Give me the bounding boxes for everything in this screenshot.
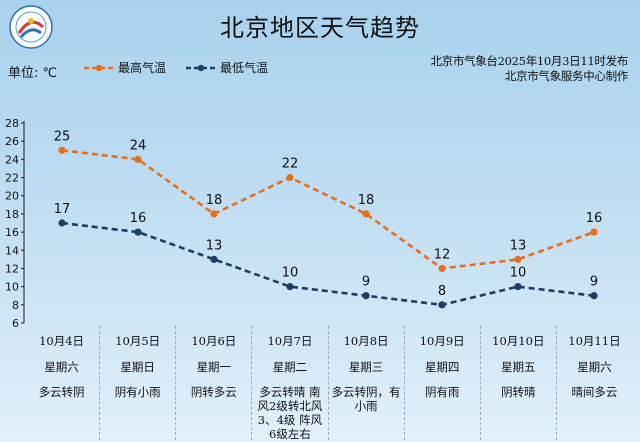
data-label: 18 bbox=[358, 193, 375, 208]
legend-item-high: 最高气温 bbox=[84, 59, 166, 76]
data-label: 17 bbox=[54, 202, 71, 217]
x-tick-label: 10月9日 bbox=[419, 334, 465, 348]
legend-item-low: 最低气温 bbox=[186, 59, 268, 76]
data-point bbox=[590, 228, 598, 236]
unit-label: 单位: ℃ bbox=[8, 66, 58, 81]
forecast-column: 10月7日星期二多云转晴 南风2级转北风3、4级 阵风6级左右 bbox=[252, 326, 329, 441]
forecast-column: 10月9日星期四阴有雨 bbox=[405, 326, 481, 440]
data-label: 12 bbox=[434, 247, 451, 262]
y-tick-label: 12 bbox=[5, 262, 19, 275]
data-label: 25 bbox=[54, 129, 71, 144]
weather-description: 阴有雨 bbox=[424, 385, 460, 399]
weekday-label: 星期二 bbox=[272, 360, 308, 374]
legend: 最高气温 最低气温 bbox=[84, 59, 268, 76]
forecast-column: 10月11日 星期六晴间多云 bbox=[557, 326, 632, 440]
data-label: 8 bbox=[438, 284, 446, 299]
issuer-line-2: 北京市气象服务中心制作 bbox=[504, 69, 629, 83]
weather-description: 阴转多云 bbox=[190, 385, 237, 399]
weather-description: 多云转阴 bbox=[38, 385, 85, 399]
weekday-label: 星期五 bbox=[501, 360, 536, 374]
y-tick-label: 18 bbox=[5, 208, 19, 221]
weather-description: 多云转阴，有小雨 bbox=[331, 385, 401, 413]
data-label: 10 bbox=[282, 266, 299, 281]
data-label: 10 bbox=[510, 266, 527, 281]
data-point bbox=[58, 146, 66, 154]
weekday-label: 星期一 bbox=[196, 360, 232, 374]
legend-label-high: 最高气温 bbox=[118, 61, 167, 75]
page-title: 北京地区天气趋势 bbox=[220, 14, 420, 42]
legend-label-low: 最低气温 bbox=[220, 61, 269, 75]
data-point bbox=[362, 210, 370, 218]
y-tick-label: 6 bbox=[12, 317, 19, 330]
forecast-column: 10月4日星期六多云转阴 bbox=[24, 326, 101, 440]
weather-description: 阴有小雨 bbox=[114, 385, 161, 399]
weekday-label: 星期三 bbox=[348, 360, 384, 374]
data-point bbox=[58, 219, 66, 227]
y-tick-label: 26 bbox=[5, 135, 19, 148]
data-label: 22 bbox=[282, 157, 299, 172]
x-tick-label: 10月8日 bbox=[343, 334, 389, 348]
data-point bbox=[134, 228, 142, 236]
x-tick-label: 10月7日 bbox=[267, 334, 313, 348]
data-point bbox=[362, 292, 370, 300]
forecast-column: 10月8日星期三多云转阴，有小雨 bbox=[329, 326, 405, 440]
y-tick-label: 14 bbox=[5, 244, 19, 257]
legend-swatch-low bbox=[186, 64, 217, 71]
cma-logo bbox=[9, 5, 53, 49]
y-tick-label: 8 bbox=[12, 299, 19, 312]
weekday-label: 星期日 bbox=[120, 360, 155, 374]
legend-swatch-high bbox=[84, 64, 114, 71]
data-point bbox=[514, 283, 522, 291]
weekday-label: 星期六 bbox=[577, 360, 612, 374]
data-point bbox=[286, 173, 294, 182]
series-line-high bbox=[61, 148, 595, 270]
data-label: 9 bbox=[590, 275, 598, 290]
data-label: 16 bbox=[586, 211, 603, 226]
data-label: 24 bbox=[130, 138, 147, 153]
y-tick-label: 16 bbox=[5, 226, 19, 239]
forecast-column: 10月6日星期一阴转多云 bbox=[176, 326, 253, 440]
series-line-low bbox=[61, 221, 595, 307]
data-point bbox=[286, 283, 294, 291]
data-label: 13 bbox=[510, 238, 527, 253]
forecast-column: 10月10日 星期五阴转晴 bbox=[481, 326, 557, 440]
y-tick-label: 24 bbox=[5, 153, 19, 166]
weather-description: 晴间多云 bbox=[571, 385, 618, 399]
data-point bbox=[210, 255, 218, 263]
forecast-columns: 10月4日 星期六 多云转阴 10月5日 星期日 阴有小雨 10月6日 星期一 阴转多云 10月7… bbox=[24, 326, 632, 441]
weekday-label: 星期六 bbox=[44, 360, 79, 374]
issuer-info: 北京市气象台2025年10月3日11时发布 北京市气象服务中心制作 bbox=[430, 54, 628, 84]
y-tick-label: 28 bbox=[5, 117, 19, 130]
data-label: 9 bbox=[362, 275, 370, 290]
x-tick-label: 10月10日 bbox=[492, 334, 545, 348]
data-point bbox=[210, 210, 218, 218]
forecast-column: 10月5日星期日阴有小雨 bbox=[100, 326, 177, 440]
data-point bbox=[590, 292, 598, 300]
data-label: 16 bbox=[130, 211, 147, 226]
y-tick-label: 22 bbox=[5, 172, 19, 185]
weather-description: 多云转晴 南风2级转北风3、4级 阵风6级左右 bbox=[257, 385, 323, 441]
x-tick-label: 10月6日 bbox=[191, 334, 237, 348]
y-tick-label: 20 bbox=[5, 190, 19, 203]
data-point bbox=[134, 155, 142, 163]
data-label: 13 bbox=[206, 238, 223, 253]
weekday-label: 星期四 bbox=[424, 360, 460, 374]
issuer-line-1: 北京市气象台2025年10月3日11时发布 bbox=[430, 54, 628, 68]
y-tick-label: 10 bbox=[5, 281, 19, 294]
data-label: 18 bbox=[206, 193, 223, 208]
data-point bbox=[438, 264, 446, 273]
x-tick-label: 10月5日 bbox=[115, 334, 161, 348]
data-point bbox=[514, 255, 522, 263]
weather-description: 阴转晴 bbox=[501, 385, 536, 399]
data-point bbox=[438, 301, 446, 309]
x-tick-label: 10月11日 bbox=[568, 334, 621, 348]
x-tick-label: 10月4日 bbox=[39, 334, 85, 348]
